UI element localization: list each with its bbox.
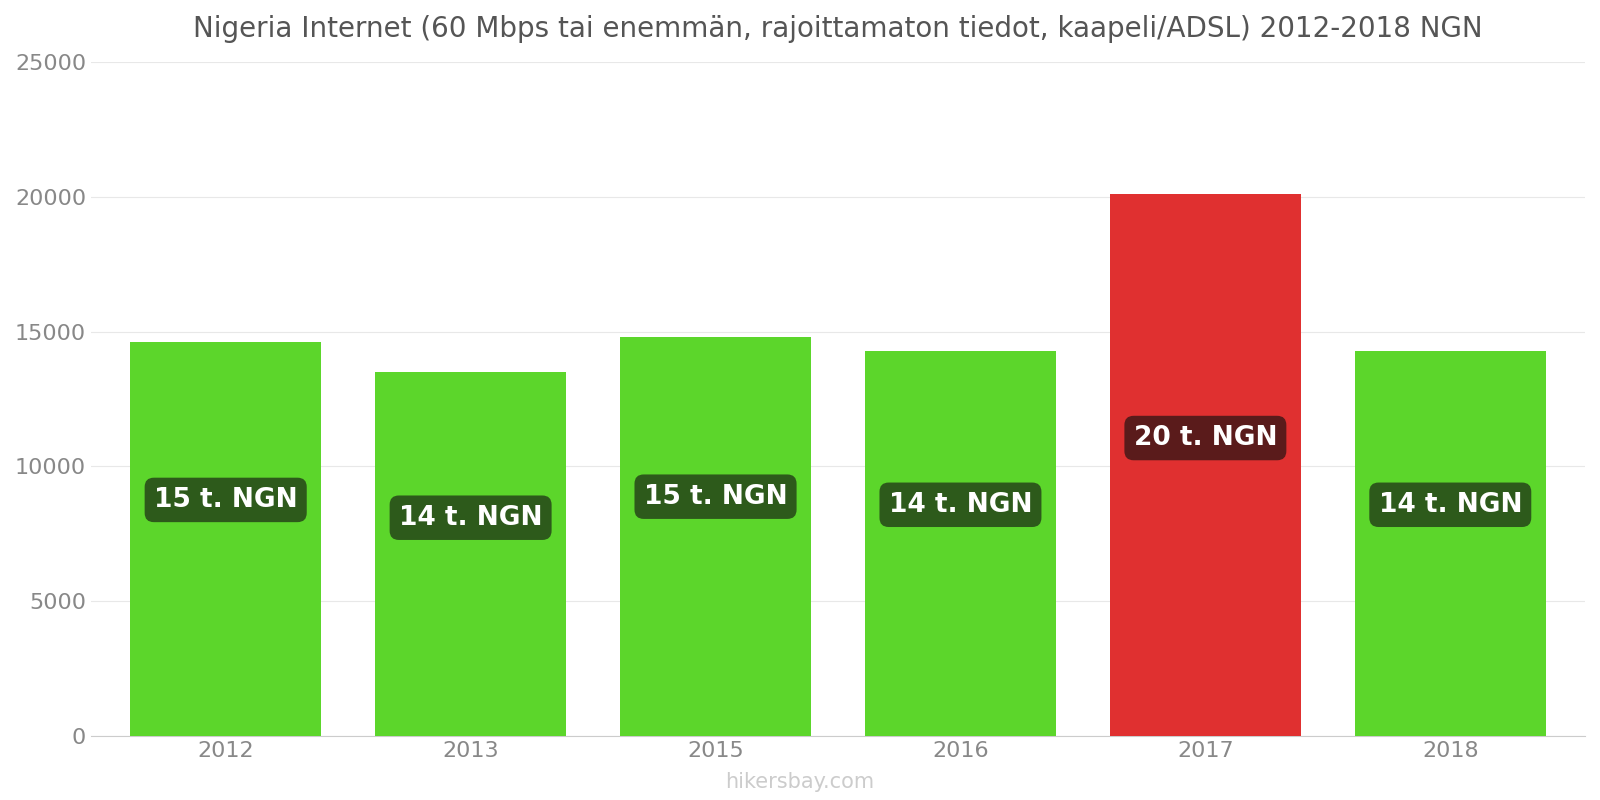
Text: 20 t. NGN: 20 t. NGN (1134, 425, 1277, 451)
Text: 14 t. NGN: 14 t. NGN (1379, 492, 1522, 518)
Bar (621, 337, 811, 736)
Text: hikersbay.com: hikersbay.com (725, 772, 875, 792)
Bar (1355, 350, 1546, 736)
Bar (866, 350, 1056, 736)
Bar (130, 342, 322, 736)
Text: 15 t. NGN: 15 t. NGN (643, 484, 787, 510)
Bar (1110, 194, 1301, 736)
Title: Nigeria Internet (60 Mbps tai enemmän, rajoittamaton tiedot, kaapeli/ADSL) 2012-: Nigeria Internet (60 Mbps tai enemmän, r… (194, 15, 1483, 43)
Bar (374, 372, 566, 736)
Text: 14 t. NGN: 14 t. NGN (888, 492, 1032, 518)
Text: 15 t. NGN: 15 t. NGN (154, 487, 298, 513)
Text: 14 t. NGN: 14 t. NGN (398, 505, 542, 530)
